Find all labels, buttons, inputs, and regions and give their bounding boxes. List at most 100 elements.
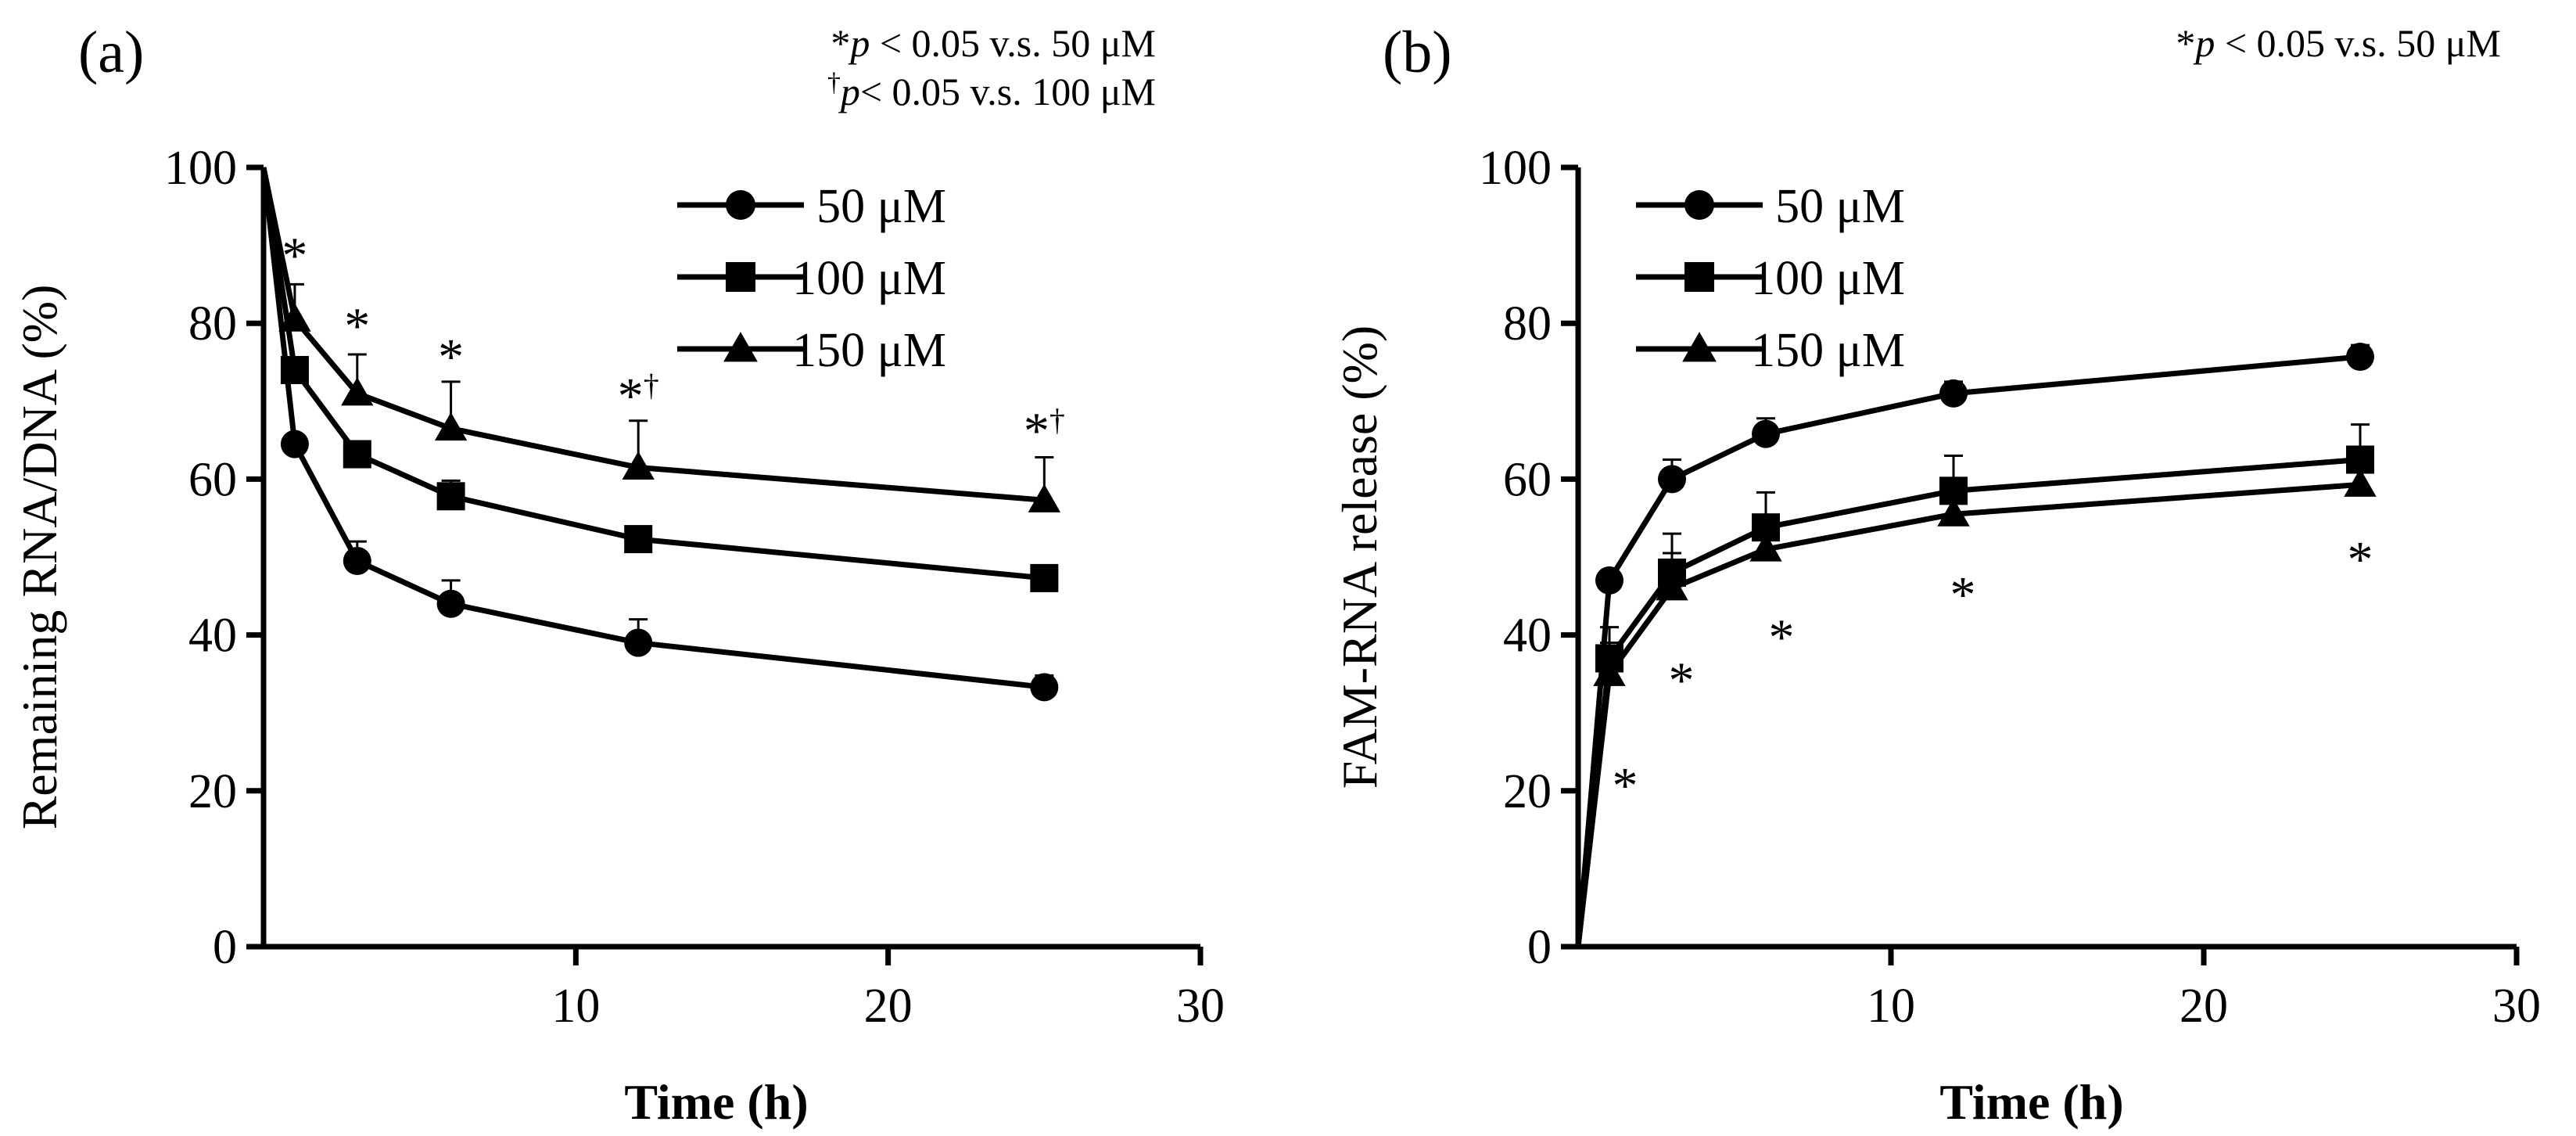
data-point [280, 430, 309, 458]
legend-label: 100 μM [792, 252, 946, 305]
data-point [1028, 484, 1061, 512]
note-symbol: † [827, 68, 841, 97]
note-text: < 0.05 v.s. 50 μM [870, 21, 1156, 65]
significance-dagger: † [1049, 402, 1065, 437]
legend-marker [1682, 332, 1717, 362]
data-point [1030, 673, 1059, 702]
note-text: < 0.05 v.s. 100 μM [860, 70, 1156, 113]
significance-note: *p < 0.05 v.s. 50 μM [831, 21, 1156, 65]
data-point [1595, 566, 1623, 595]
significance-marker: * [438, 329, 464, 386]
x-axis-title: Time (h) [1939, 1074, 2123, 1130]
series-line [1575, 481, 2361, 947]
note-symbol: * [2176, 21, 2195, 65]
panel-a: (a) *p < 0.05 v.s. 50 μM†p< 0.05 v.s. 100… [12, 20, 1225, 1130]
note-p: p [848, 21, 870, 65]
legend-label: 50 μM [1775, 180, 1905, 233]
significance-marker: * [1769, 609, 1795, 667]
x-tick-label: 30 [1176, 980, 1225, 1033]
significance-marker: * [1613, 757, 1638, 814]
y-tick-label: 0 [213, 921, 237, 974]
data-point [1658, 465, 1686, 494]
legend-label: 150 μM [1751, 324, 1905, 377]
series-circle [1575, 343, 2374, 947]
data-point [1939, 379, 1968, 408]
data-point [343, 440, 371, 469]
data-point [341, 377, 374, 406]
y-tick-label: 60 [188, 453, 237, 506]
significance-marker: *† [1024, 402, 1065, 460]
y-axis-title: FAM-RNA release (%) [1332, 325, 1387, 789]
data-point [622, 451, 655, 480]
data-point [1752, 419, 1780, 448]
significance-marker: * [2348, 531, 2373, 588]
x-tick-label: 10 [1867, 980, 1915, 1033]
significance-marker: *† [618, 367, 659, 425]
series-square [1575, 423, 2374, 947]
significance-marker: * [1950, 566, 1976, 624]
legend-item: 100 μM [1636, 252, 1905, 305]
data-point [278, 303, 311, 332]
x-tick-label: 20 [2180, 980, 2228, 1033]
legend-marker [1684, 262, 1714, 292]
significance-marker: * [1669, 652, 1695, 709]
series-line [260, 167, 1045, 690]
panel-label: (b) [1383, 20, 1452, 85]
significance-marker: * [282, 228, 307, 285]
data-point [1937, 498, 1970, 527]
series-line [1575, 354, 2361, 947]
data-point [2344, 468, 2377, 497]
y-axis-title: Remaining RNA/DNA (%) [12, 285, 67, 830]
y-tick-label: 100 [1479, 142, 1552, 195]
data-point [1749, 533, 1782, 562]
legend-item: 50 μM [677, 180, 946, 233]
y-tick-label: 40 [1503, 609, 1552, 663]
note-symbol: * [831, 21, 850, 65]
data-point [1030, 563, 1059, 592]
series-triangle [260, 167, 1061, 512]
series-line [1575, 457, 2361, 947]
y-tick-label: 80 [1503, 297, 1552, 351]
data-point [280, 355, 309, 384]
significance-marker: * [344, 297, 370, 354]
x-tick-label: 10 [551, 980, 600, 1033]
data-point [2346, 343, 2374, 372]
y-tick-label: 20 [188, 765, 237, 818]
panel-label: (a) [78, 20, 144, 85]
legend-marker [1684, 190, 1714, 220]
significance-note: †p< 0.05 v.s. 100 μM [827, 68, 1156, 114]
data-point [434, 412, 468, 441]
significance-star: * [1024, 403, 1049, 460]
note-p: p [838, 70, 860, 113]
series-triangle [1575, 452, 2377, 947]
legend-marker [723, 332, 758, 362]
data-point [624, 525, 653, 554]
legend-item: 150 μM [677, 324, 946, 377]
data-point [343, 546, 371, 575]
x-tick-label: 30 [2492, 980, 2541, 1033]
legend-label: 150 μM [792, 324, 946, 377]
legend-item: 100 μM [677, 252, 946, 305]
legend-item: 50 μM [1636, 180, 1905, 233]
legend-marker [726, 190, 755, 220]
significance-star: * [618, 368, 644, 425]
y-tick-label: 40 [188, 609, 237, 663]
data-point [1593, 657, 1626, 686]
y-tick-label: 0 [1527, 921, 1552, 974]
legend-label: 100 μM [1751, 252, 1905, 305]
data-point [1656, 572, 1688, 601]
note-p: p [2193, 21, 2215, 65]
y-tick-label: 60 [1503, 453, 1552, 506]
x-axis-title: Time (h) [624, 1074, 808, 1130]
legend-item: 150 μM [1636, 324, 1905, 377]
series-circle [260, 167, 1059, 702]
legend-marker [726, 262, 755, 292]
data-point [436, 482, 465, 511]
data-point [436, 589, 465, 618]
series-line [260, 167, 1045, 581]
significance-note: *p < 0.05 v.s. 50 μM [2176, 21, 2501, 65]
y-tick-label: 80 [188, 297, 237, 351]
y-tick-label: 100 [164, 142, 237, 195]
